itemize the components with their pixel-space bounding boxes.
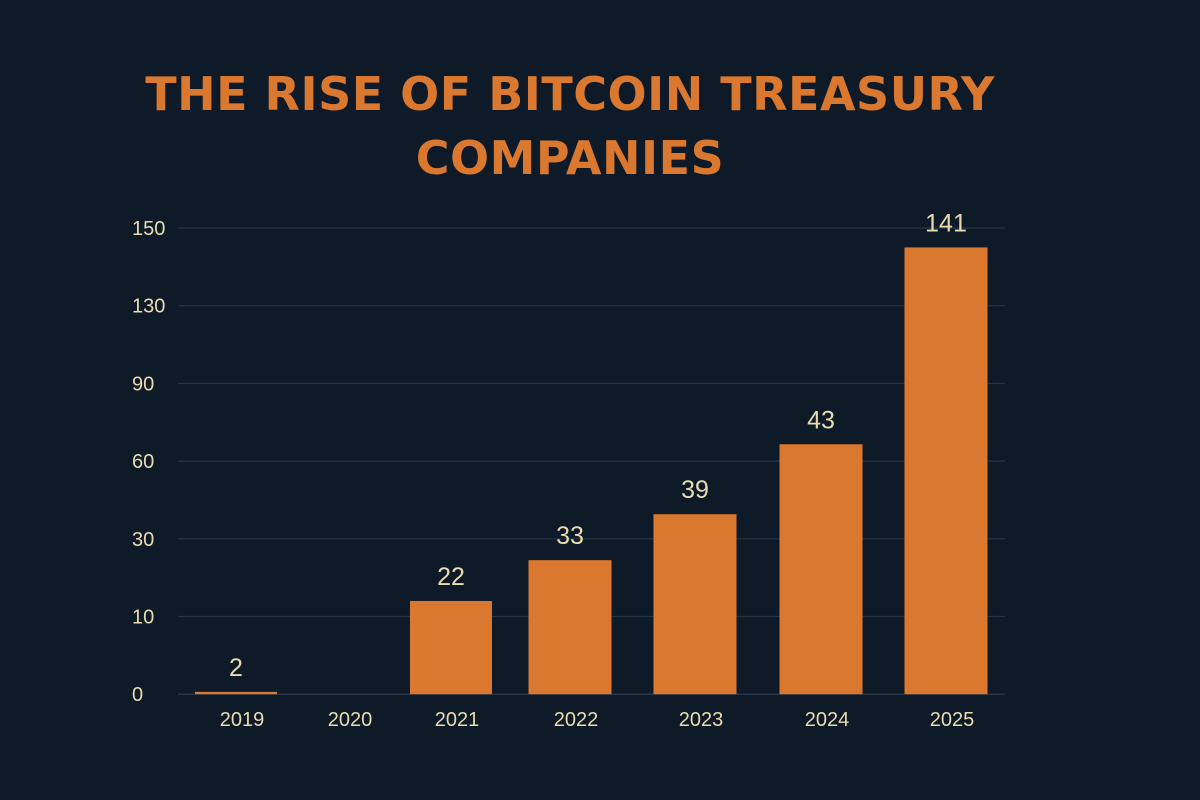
data-label-2022: 33 [556, 522, 584, 550]
bar-2024 [779, 444, 863, 695]
y-tick-label: 30 [132, 529, 154, 551]
data-label-2025: 141 [925, 209, 967, 237]
data-label-2021: 22 [437, 563, 465, 591]
x-axis-ticks: 2019 2020 2021 2022 2023 2024 2025 [220, 709, 975, 731]
y-tick-label: 0 [132, 684, 143, 706]
bar-2022 [528, 560, 612, 695]
y-tick-label: 10 [132, 607, 154, 629]
y-tick-label: 130 [132, 296, 165, 318]
x-tick-label-2021: 2021 [435, 709, 480, 731]
y-tick-label: 150 [132, 218, 165, 240]
bar-2021 [410, 600, 492, 695]
y-axis-ticks: 0 10 30 60 90 130 150 [132, 218, 165, 706]
y-tick-label: 90 [132, 373, 154, 395]
bar-2019 [195, 691, 277, 695]
chart-title-line-1: THE RISE OF BITCOIN TREASURY [145, 67, 995, 121]
x-tick-label-2022: 2022 [554, 709, 599, 731]
x-tick-label-2025: 2025 [930, 709, 975, 731]
x-tick-label-2020: 2020 [328, 709, 373, 731]
data-label-2023: 39 [681, 476, 709, 504]
x-tick-label-2024: 2024 [805, 709, 850, 731]
bar-2023 [653, 514, 737, 695]
x-tick-label-2023: 2023 [679, 709, 724, 731]
x-tick-label-2019: 2019 [220, 709, 265, 731]
data-label-2019: 2 [229, 654, 243, 682]
chart-title: THE RISE OF BITCOIN TREASURY COMPANIES [0, 62, 1140, 190]
grid-lines [178, 227, 1005, 695]
data-label-2024: 43 [807, 406, 835, 434]
bar-2025 [904, 247, 988, 695]
bars [195, 247, 988, 695]
y-tick-label: 60 [132, 451, 154, 473]
chart-title-line-2: COMPANIES [415, 131, 725, 185]
